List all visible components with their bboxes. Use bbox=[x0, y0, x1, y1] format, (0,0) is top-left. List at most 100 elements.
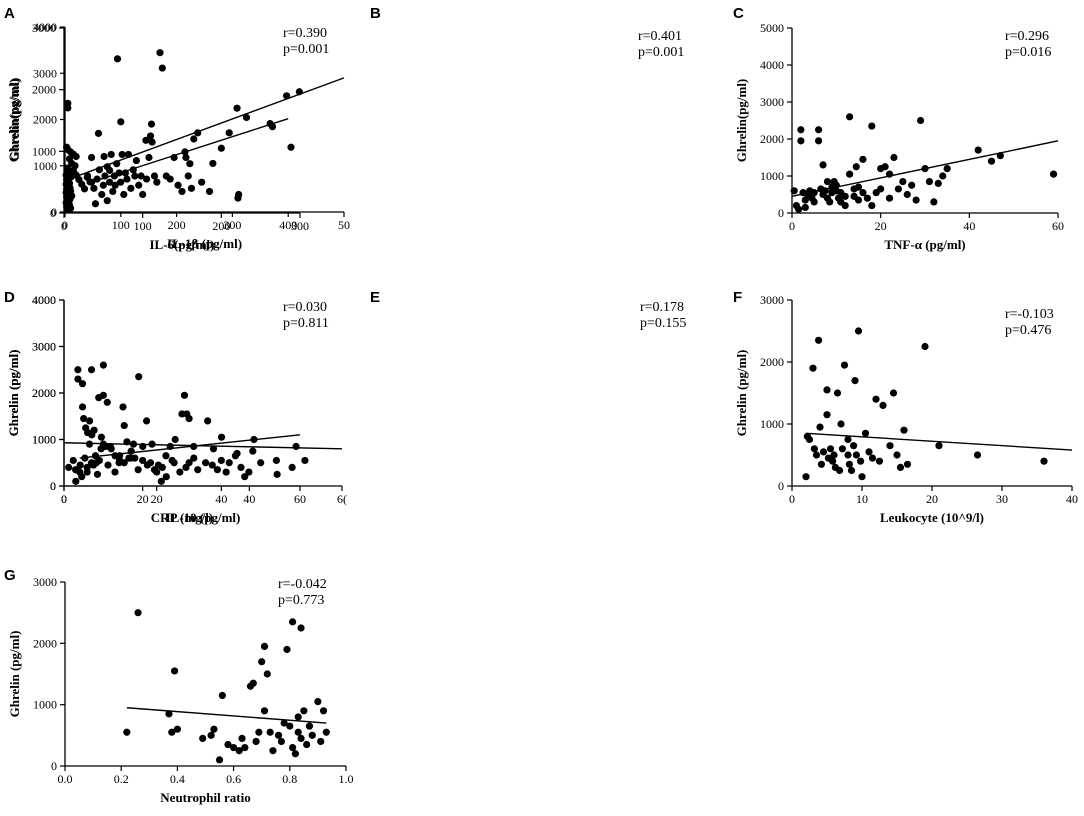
data-point bbox=[260, 707, 269, 715]
data-point bbox=[826, 198, 834, 206]
x-tick-label: 40 bbox=[963, 219, 975, 233]
p-value: p=0.001 bbox=[638, 45, 684, 60]
data-point bbox=[215, 756, 224, 764]
data-point bbox=[857, 457, 865, 465]
y-tick-label: 4000 bbox=[32, 293, 56, 307]
data-point bbox=[859, 189, 867, 197]
data-point bbox=[115, 459, 123, 467]
data-point bbox=[790, 187, 798, 195]
y-tick-label: 0 bbox=[50, 479, 56, 493]
data-point bbox=[129, 166, 137, 174]
data-point bbox=[134, 609, 142, 617]
x-tick-label: 40 bbox=[1066, 492, 1078, 506]
data-point bbox=[99, 181, 107, 189]
data-point bbox=[109, 187, 117, 196]
y-axis-label: Ghrelin (pg/ml) bbox=[7, 631, 22, 718]
data-point bbox=[877, 185, 885, 193]
data-point bbox=[180, 391, 189, 399]
data-point bbox=[235, 747, 243, 755]
data-point bbox=[868, 454, 877, 462]
data-point bbox=[139, 442, 147, 451]
data-point bbox=[288, 463, 296, 471]
data-point bbox=[99, 361, 107, 369]
data-point bbox=[103, 398, 111, 406]
data-point bbox=[205, 187, 214, 196]
data-point bbox=[111, 452, 119, 460]
x-axis-label: IL-1β (pg/ml) bbox=[167, 236, 242, 251]
data-point bbox=[156, 49, 164, 57]
data-point bbox=[72, 477, 80, 485]
data-point bbox=[158, 463, 166, 471]
data-point bbox=[241, 744, 249, 752]
data-point bbox=[890, 153, 898, 162]
data-point bbox=[816, 423, 824, 431]
data-point bbox=[89, 461, 98, 469]
data-point bbox=[199, 734, 207, 743]
data-point bbox=[162, 452, 170, 460]
data-point bbox=[107, 445, 115, 453]
data-point bbox=[98, 190, 106, 199]
x-tick-label: 400 bbox=[279, 218, 297, 232]
data-point bbox=[314, 698, 322, 706]
data-point bbox=[833, 389, 842, 397]
data-point bbox=[166, 175, 174, 183]
data-point bbox=[1049, 170, 1058, 178]
data-point bbox=[97, 433, 105, 441]
data-point bbox=[303, 740, 311, 749]
data-point bbox=[99, 391, 107, 399]
x-tick-label: 300 bbox=[223, 218, 241, 232]
y-tick-label: 3000 bbox=[32, 340, 56, 354]
data-point bbox=[283, 645, 291, 654]
data-point bbox=[317, 737, 325, 746]
data-point bbox=[134, 466, 142, 474]
x-tick-label: 0.8 bbox=[282, 772, 297, 786]
x-tick-label: 300 bbox=[291, 219, 309, 233]
data-point bbox=[182, 463, 190, 471]
y-tick-label: 0 bbox=[51, 205, 57, 219]
data-point bbox=[893, 451, 901, 459]
y-tick-label: 2000 bbox=[32, 386, 56, 400]
panel-f: F 0 10 20 30 40 0 1000 2000 3000 Leukocyte (10^9/l… bbox=[733, 289, 1078, 525]
data-point bbox=[930, 198, 938, 206]
data-point bbox=[233, 104, 241, 112]
data-point bbox=[859, 155, 867, 163]
data-point bbox=[95, 166, 103, 174]
data-point bbox=[838, 445, 847, 453]
data-point bbox=[996, 152, 1004, 160]
data-point bbox=[147, 120, 156, 128]
data-point bbox=[899, 177, 907, 186]
data-point bbox=[64, 104, 72, 112]
data-point bbox=[815, 126, 823, 134]
data-point bbox=[823, 177, 832, 186]
y-tick-label: 1000 bbox=[33, 698, 57, 712]
data-point bbox=[113, 160, 121, 168]
y-tick-label: 2000 bbox=[32, 83, 56, 97]
data-point bbox=[210, 725, 218, 733]
data-point bbox=[266, 728, 274, 736]
data-point bbox=[245, 468, 253, 476]
data-point bbox=[139, 190, 147, 199]
x-tick-label: 0.0 bbox=[58, 772, 73, 786]
data-point bbox=[85, 440, 94, 448]
x-tick-label: 20 bbox=[926, 492, 938, 506]
data-point bbox=[249, 447, 257, 455]
panel-letter: C bbox=[733, 5, 744, 22]
data-point bbox=[225, 129, 233, 137]
r-value: r=0.390 bbox=[283, 26, 327, 41]
regression-line bbox=[126, 707, 327, 724]
data-point bbox=[815, 137, 823, 145]
data-point bbox=[198, 178, 206, 186]
r-value: r=0.030 bbox=[283, 300, 327, 315]
data-point bbox=[123, 728, 131, 736]
y-tick-label: 5000 bbox=[760, 21, 784, 35]
data-point bbox=[87, 153, 96, 162]
data-point bbox=[145, 153, 153, 162]
data-point bbox=[95, 456, 103, 465]
data-point bbox=[809, 364, 817, 372]
y-tick-label: 1000 bbox=[32, 433, 56, 447]
data-point bbox=[881, 163, 889, 171]
data-point bbox=[863, 194, 871, 202]
data-point bbox=[875, 457, 884, 465]
x-tick-label: 20 bbox=[151, 492, 163, 506]
